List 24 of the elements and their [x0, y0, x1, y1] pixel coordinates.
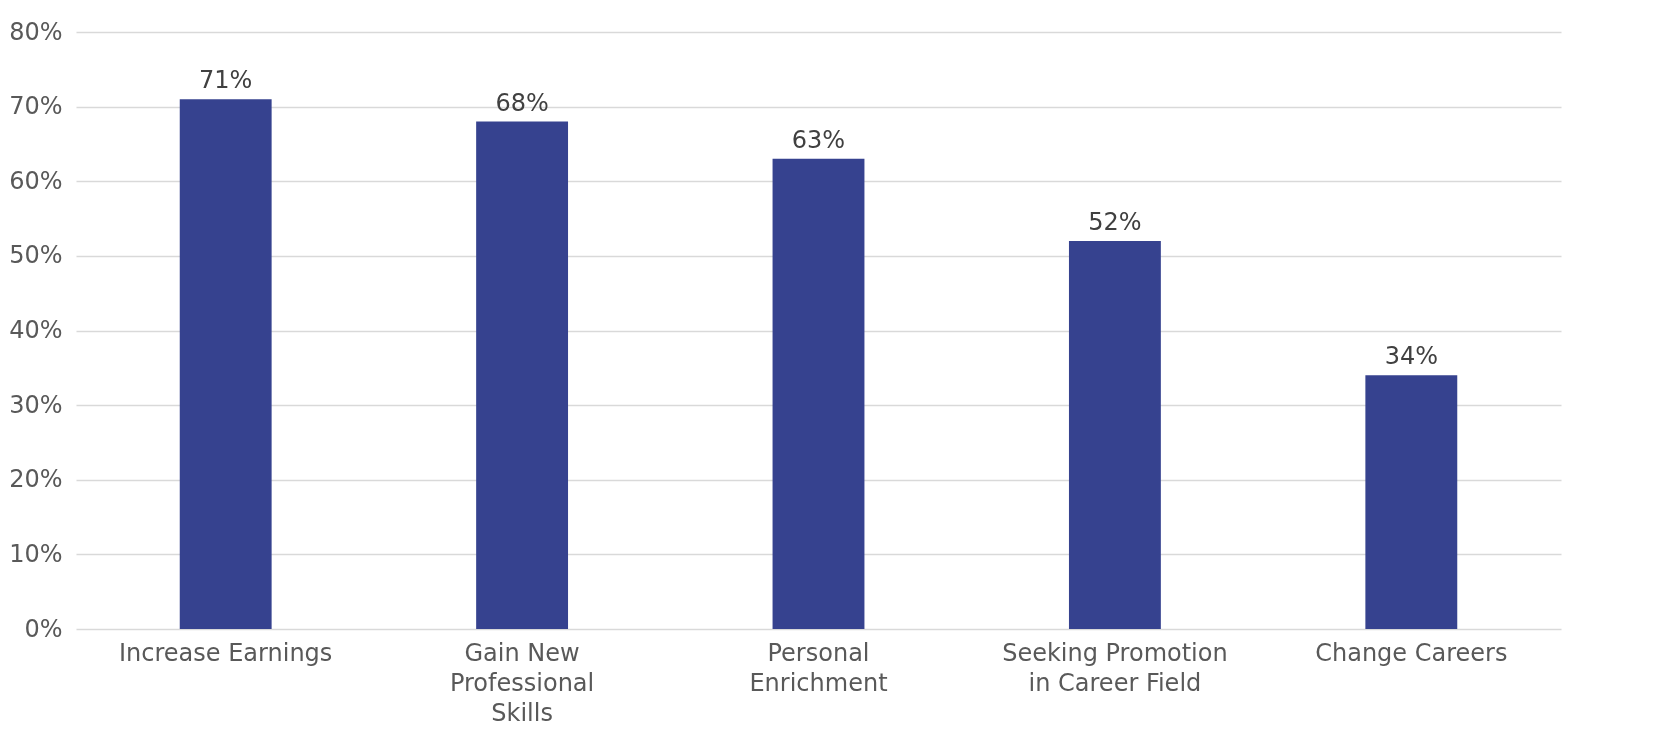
x-tick-label: Change Careers [1315, 638, 1508, 667]
x-tick-label: Gain New Professional Skills [449, 638, 595, 727]
y-tick-label: 60% [9, 166, 63, 195]
bar [179, 99, 272, 629]
y-tick-label: 20% [9, 465, 63, 494]
bar [772, 158, 865, 629]
data-label: 34% [1384, 342, 1438, 371]
bar [476, 121, 569, 629]
y-tick-label: 30% [9, 390, 63, 419]
y-tick-label: 40% [9, 316, 63, 344]
y-tick-label: 10% [9, 539, 63, 568]
y-tick-label: 70% [9, 92, 63, 121]
y-tick-label: 80% [9, 17, 63, 46]
x-tick-label: Increase Earnings [119, 638, 333, 667]
data-label: 68% [495, 88, 549, 117]
x-tick-label: Seeking Promotion in Career Field [1002, 638, 1228, 697]
data-label: 71% [199, 66, 253, 95]
y-tick-label: 0% [24, 614, 63, 643]
data-label: 63% [791, 125, 846, 154]
x-tick-label: Personal Enrichment [749, 638, 888, 697]
bar [1068, 240, 1161, 629]
data-label: 52% [1088, 207, 1142, 236]
bar [1365, 375, 1458, 629]
y-tick-label: 50% [9, 241, 63, 270]
